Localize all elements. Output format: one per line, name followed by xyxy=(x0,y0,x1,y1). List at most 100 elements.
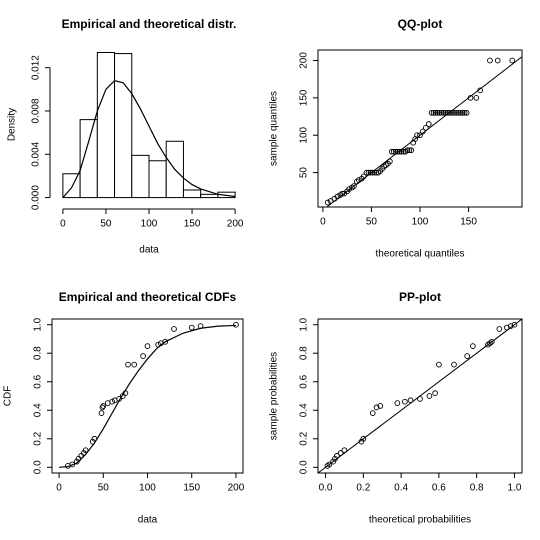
x-tick-label: 150 xyxy=(184,219,201,230)
point xyxy=(507,323,514,329)
theoretical-curve xyxy=(59,324,236,468)
y-tick-label: 1.0 xyxy=(299,317,310,331)
y-tick-label: 0.8 xyxy=(33,346,44,360)
x-axis-label: data xyxy=(139,245,159,256)
point xyxy=(324,199,331,206)
point xyxy=(233,321,239,328)
point xyxy=(371,169,378,176)
x-tick-label: 0.8 xyxy=(470,483,484,494)
point xyxy=(98,410,105,416)
point xyxy=(392,148,399,155)
point xyxy=(100,403,107,409)
x-tick-label: 150 xyxy=(183,483,200,494)
x-tick-label: 100 xyxy=(412,217,429,228)
point xyxy=(162,338,169,345)
reference-line xyxy=(317,318,523,474)
x-tick-label: 0 xyxy=(60,219,66,230)
point xyxy=(436,361,442,368)
histogram-bar xyxy=(131,154,150,199)
point xyxy=(346,186,352,192)
y-tick-label: 0.0 xyxy=(299,460,310,474)
histogram-bar xyxy=(148,160,167,199)
y-tick-label: 0.2 xyxy=(299,431,310,445)
x-tick-label: 100 xyxy=(139,483,156,494)
point xyxy=(355,177,362,183)
x-tick-label: 0.2 xyxy=(356,483,370,494)
point xyxy=(402,398,408,405)
point xyxy=(511,321,518,328)
point xyxy=(188,324,195,331)
point xyxy=(373,404,380,411)
y-tick-label: 0.008 xyxy=(31,98,42,123)
point xyxy=(406,147,413,154)
point xyxy=(360,173,367,180)
panel-title: Empirical and theoretical distr. xyxy=(62,17,237,31)
y-tick-label: 0.8 xyxy=(299,346,310,360)
point xyxy=(451,361,457,368)
point xyxy=(144,343,151,349)
y-tick-label: 0.0 xyxy=(33,460,44,474)
point xyxy=(407,397,414,404)
point xyxy=(390,148,397,155)
panel-title: QQ-plot xyxy=(398,17,443,31)
point xyxy=(473,94,480,101)
point xyxy=(488,338,495,345)
y-tick-label: 50 xyxy=(299,167,310,179)
point xyxy=(504,324,510,331)
point xyxy=(464,353,471,359)
y-tick-label: 1.0 xyxy=(33,317,44,331)
point xyxy=(332,455,338,462)
y-tick-label: 0.000 xyxy=(31,185,42,210)
point xyxy=(494,57,501,64)
point xyxy=(73,458,80,465)
point xyxy=(463,109,470,116)
point xyxy=(131,361,138,368)
y-tick-label: 0.2 xyxy=(33,431,44,445)
y-axis-label: sample probabilities xyxy=(269,352,280,440)
y-tick-label: 100 xyxy=(299,126,310,143)
x-tick-label: 150 xyxy=(460,217,477,228)
histogram-bar xyxy=(114,53,133,199)
y-axis-label: Density xyxy=(7,108,18,141)
y-axis-label: sample quantiles xyxy=(269,91,280,166)
point xyxy=(414,132,420,139)
point xyxy=(334,193,341,200)
point xyxy=(330,458,336,465)
point xyxy=(377,403,384,409)
point xyxy=(432,390,438,396)
point xyxy=(171,326,177,332)
x-axis-label: theoretical probabilities xyxy=(369,515,471,526)
point xyxy=(456,109,462,116)
y-axis-label: CDF xyxy=(3,386,14,407)
point xyxy=(326,461,333,468)
x-tick-label: 200 xyxy=(227,219,244,230)
y-tick-label: 0.012 xyxy=(31,55,42,80)
point xyxy=(432,109,439,116)
point xyxy=(440,109,447,116)
point xyxy=(388,148,395,155)
y-tick-label: 0.4 xyxy=(299,403,310,417)
x-tick-label: 0.6 xyxy=(432,483,446,494)
point xyxy=(351,183,357,189)
point xyxy=(363,169,370,176)
y-tick-label: 0.004 xyxy=(31,141,42,166)
point xyxy=(425,121,432,127)
x-tick-label: 50 xyxy=(366,217,378,228)
point xyxy=(459,109,466,116)
point xyxy=(337,450,344,456)
point xyxy=(496,326,503,332)
point xyxy=(396,148,403,155)
y-tick-label: 0.6 xyxy=(299,374,310,388)
x-tick-label: 200 xyxy=(228,483,245,494)
point xyxy=(430,109,437,116)
point xyxy=(408,147,415,154)
point xyxy=(477,87,484,94)
point xyxy=(470,343,476,349)
panel-title: PP-plot xyxy=(399,290,441,304)
x-tick-label: 0 xyxy=(320,217,326,228)
y-tick-label: 150 xyxy=(299,89,310,106)
point xyxy=(387,158,393,165)
point xyxy=(398,148,405,155)
